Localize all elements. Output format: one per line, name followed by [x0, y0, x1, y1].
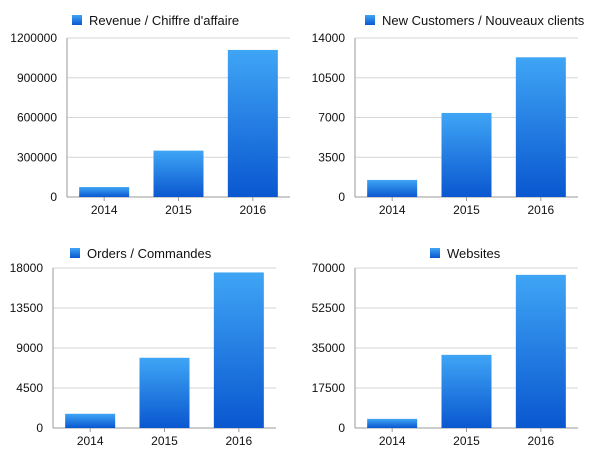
bar-2014: [79, 187, 130, 197]
y-tick-label: 14000: [312, 31, 346, 45]
x-tick-label: 2015: [453, 434, 480, 448]
legend-label: Revenue / Chiffre d'affaire: [89, 13, 239, 28]
y-tick-label: 13500: [10, 301, 44, 315]
chart-panel-3: 0 4500 9000 13500 18000 2014 2015 2016 Orders / …: [10, 246, 276, 448]
y-tick-label: 35000: [312, 341, 346, 355]
x-tick-label: 2014: [91, 203, 118, 217]
bar-2015: [153, 150, 204, 197]
y-tick-label: 18000: [10, 261, 44, 275]
y-tick-label: 52500: [312, 301, 346, 315]
bar-2014: [65, 413, 116, 428]
y-tick-label: 0: [50, 190, 57, 204]
y-tick-label: 10500: [312, 71, 346, 85]
chart-panel-1: 0 300000 600000 900000 1200000 2014 2015 2016 Re…: [10, 13, 290, 217]
legend-label: New Customers / Nouveaux clients: [382, 13, 585, 28]
y-tick-label: 0: [338, 190, 345, 204]
y-tick-label: 600000: [17, 111, 57, 125]
y-tick-label: 300000: [17, 150, 57, 164]
x-tick-label: 2015: [151, 434, 178, 448]
y-tick-label: 900000: [17, 71, 57, 85]
x-tick-label: 2014: [379, 434, 406, 448]
legend-swatch: [430, 248, 440, 258]
x-tick-label: 2016: [225, 434, 252, 448]
x-tick-label: 2016: [527, 434, 554, 448]
bar-2014: [367, 418, 418, 428]
legend-swatch: [70, 248, 80, 258]
x-tick-label: 2015: [165, 203, 192, 217]
legend-swatch: [365, 15, 375, 25]
legend-label: Orders / Commandes: [87, 246, 212, 261]
bar-2016: [515, 57, 566, 197]
bar-2016: [227, 49, 278, 197]
y-tick-label: 9000: [16, 341, 43, 355]
y-tick-label: 0: [36, 421, 43, 435]
bar-2015: [441, 112, 492, 197]
x-tick-label: 2016: [239, 203, 266, 217]
x-tick-label: 2015: [453, 203, 480, 217]
bar-2015: [441, 354, 492, 428]
y-tick-label: 70000: [312, 261, 346, 275]
bar-2014: [367, 179, 418, 197]
y-tick-label: 0: [338, 421, 345, 435]
y-tick-label: 7000: [318, 111, 345, 125]
legend-label: Websites: [447, 246, 501, 261]
x-tick-label: 2014: [379, 203, 406, 217]
y-tick-label: 3500: [318, 150, 345, 164]
y-tick-label: 4500: [16, 381, 43, 395]
bar-2015: [139, 357, 190, 428]
y-tick-label: 1200000: [10, 31, 57, 45]
legend-swatch: [72, 15, 82, 25]
y-tick-label: 17500: [312, 381, 346, 395]
x-tick-label: 2016: [527, 203, 554, 217]
chart-panel-4: 0 17500 35000 52500 70000 2014 2015 2016 Website…: [312, 246, 578, 448]
bar-2016: [213, 272, 264, 428]
chart-panel-2: 0 3500 7000 10500 14000 2014 2015 2016 New Custo…: [312, 13, 585, 217]
x-tick-label: 2014: [77, 434, 104, 448]
bar-2016: [515, 274, 566, 428]
